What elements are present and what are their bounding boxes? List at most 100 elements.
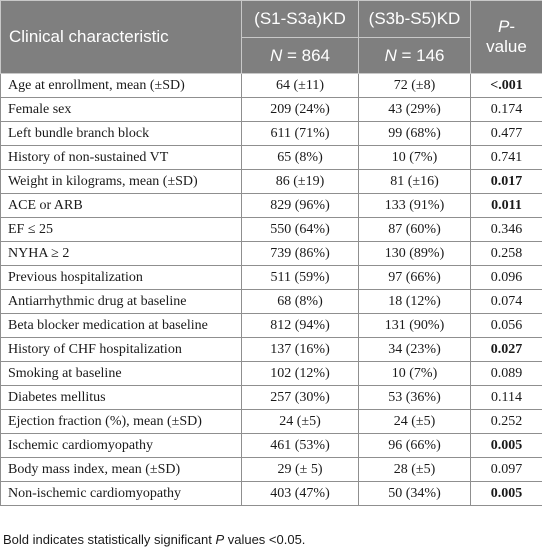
table-row: Female sex 209 (24%) 43 (29%) 0.174: [0, 97, 542, 122]
header-row: Clinical characteristic (S1-S3a)KD (S3b-…: [0, 0, 542, 74]
p-value: 0.074: [470, 289, 542, 314]
header-n-row: N = 864 N = 146: [1, 37, 542, 74]
p-value: 0.346: [470, 217, 542, 242]
group1-value: 829 (96%): [241, 193, 359, 218]
group2-value: 97 (66%): [358, 265, 471, 290]
table-row: Smoking at baseline 102 (12%) 10 (7%) 0.089: [0, 361, 542, 386]
table-row: ACE or ARB 829 (96%) 133 (91%) 0.011: [0, 193, 542, 218]
p-value: 0.114: [470, 385, 542, 410]
table-row: Diabetes mellitus 257 (30%) 53 (36%) 0.114: [0, 385, 542, 410]
row-label: Ischemic cardiomyopathy: [0, 433, 242, 458]
p-value: 0.096: [470, 265, 542, 290]
clinical-characteristics-table: Clinical characteristic (S1-S3a)KD (S3b-…: [0, 0, 542, 506]
header-group1: (S1-S3a)KD: [241, 0, 359, 38]
table-row: Antiarrhythmic drug at baseline 68 (8%) 18…: [0, 289, 542, 314]
p-value: 0.741: [470, 145, 542, 170]
row-label: History of CHF hospitalization: [0, 337, 242, 362]
group2-value: 28 (±5): [358, 457, 471, 482]
n-value: 864: [301, 45, 331, 65]
group2-value: 81 (±16): [358, 169, 471, 194]
group1-value: 137 (16%): [241, 337, 359, 362]
group2-value: 72 (±8): [358, 73, 471, 98]
p-value: 0.258: [470, 241, 542, 266]
p-value: 0.005: [470, 433, 542, 458]
p-value: 0.011: [470, 193, 542, 218]
group2-value: 133 (91%): [358, 193, 471, 218]
footnote-italic: P: [215, 532, 225, 547]
p-value: 0.174: [470, 97, 542, 122]
group1-value: 812 (94%): [241, 313, 359, 338]
table-row: Age at enrollment, mean (±SD) 64 (±11) 72 …: [0, 73, 542, 98]
table-row: History of CHF hospitalization 137 (16%) 3…: [0, 337, 542, 362]
p-value: 0.252: [470, 409, 542, 434]
p-value: 0.089: [470, 361, 542, 386]
p-value: 0.056: [470, 313, 542, 338]
row-label: Body mass index, mean (±SD): [0, 457, 242, 482]
group1-value: 65 (8%): [241, 145, 359, 170]
table-row: Left bundle branch block 611 (71%) 99 (68%…: [0, 121, 542, 146]
footnote-after: values <0.05.: [224, 532, 306, 547]
header-group2-n: N = 146: [358, 37, 471, 74]
table-row: Body mass index, mean (±SD) 29 (± 5) 28 (±…: [0, 457, 542, 482]
table-row: Ischemic cardiomyopathy 461 (53%) 96 (66%)…: [0, 433, 542, 458]
row-label: Diabetes mellitus: [0, 385, 242, 410]
group2-value: 130 (89%): [358, 241, 471, 266]
row-label: NYHA ≥ 2: [0, 241, 242, 266]
group2-value: 99 (68%): [358, 121, 471, 146]
row-label: ACE or ARB: [0, 193, 242, 218]
n-symbol: N: [269, 45, 283, 65]
group2-value: 53 (36%): [358, 385, 471, 410]
table-row: EF ≤ 25 550 (64%) 87 (60%) 0.346: [0, 217, 542, 242]
table-row: Previous hospitalization 511 (59%) 97 (66%…: [0, 265, 542, 290]
p-value: 0.027: [470, 337, 542, 362]
group2-value: 50 (34%): [358, 481, 471, 506]
p-value: <.001: [470, 73, 542, 98]
row-label: Left bundle branch block: [0, 121, 242, 146]
group1-value: 68 (8%): [241, 289, 359, 314]
n-equals: =: [396, 45, 417, 65]
n-symbol: N: [384, 45, 397, 65]
group1-value: 461 (53%): [241, 433, 359, 458]
table-header: Clinical characteristic (S1-S3a)KD (S3b-…: [0, 0, 542, 74]
group2-value: 34 (23%): [358, 337, 471, 362]
group2-value: 18 (12%): [358, 289, 471, 314]
table-row: Beta blocker medication at baseline 812 (…: [0, 313, 542, 338]
row-label: Beta blocker medication at baseline: [0, 313, 242, 338]
row-label: Female sex: [0, 97, 242, 122]
group1-value: 209 (24%): [241, 97, 359, 122]
row-label: Antiarrhythmic drug at baseline: [0, 289, 242, 314]
p-value: 0.097: [470, 457, 542, 482]
row-label: EF ≤ 25: [0, 217, 242, 242]
row-label: History of non-sustained VT: [0, 145, 242, 170]
group1-value: 29 (± 5): [241, 457, 359, 482]
row-label: Age at enrollment, mean (±SD): [0, 73, 242, 98]
group1-value: 739 (86%): [241, 241, 359, 266]
header-group1-n: N = 864: [241, 37, 359, 74]
group2-value: 96 (66%): [358, 433, 471, 458]
row-label: Ejection fraction (%), mean (±SD): [0, 409, 242, 434]
table-row: Weight in kilograms, mean (±SD) 86 (±19) 8…: [0, 169, 542, 194]
group1-value: 24 (±5): [241, 409, 359, 434]
table-row: History of non-sustained VT 65 (8%) 10 (7%…: [0, 145, 542, 170]
table-row: Non-ischemic cardiomyopathy 403 (47%) 50 (…: [0, 481, 542, 506]
group1-value: 86 (±19): [241, 169, 359, 194]
group2-value: 87 (60%): [358, 217, 471, 242]
row-label: Previous hospitalization: [0, 265, 242, 290]
group1-value: 257 (30%): [241, 385, 359, 410]
header-characteristic: Clinical characteristic: [0, 0, 242, 74]
row-label: Non-ischemic cardiomyopathy: [0, 481, 242, 506]
group2-value: 10 (7%): [358, 145, 471, 170]
group1-value: 550 (64%): [241, 217, 359, 242]
n-value: 146: [416, 45, 445, 65]
table-body: Age at enrollment, mean (±SD) 64 (±11) 72 …: [0, 73, 542, 506]
group1-value: 611 (71%): [241, 121, 359, 146]
header-pvalue: P-value: [470, 0, 542, 74]
group1-value: 102 (12%): [241, 361, 359, 386]
group2-value: 24 (±5): [358, 409, 471, 434]
p-value: 0.005: [470, 481, 542, 506]
group2-value: 10 (7%): [358, 361, 471, 386]
table-row: Ejection fraction (%), mean (±SD) 24 (±5)…: [0, 409, 542, 434]
row-label: Weight in kilograms, mean (±SD): [0, 169, 242, 194]
group1-value: 511 (59%): [241, 265, 359, 290]
header-group2: (S3b-S5)KD: [358, 0, 471, 38]
